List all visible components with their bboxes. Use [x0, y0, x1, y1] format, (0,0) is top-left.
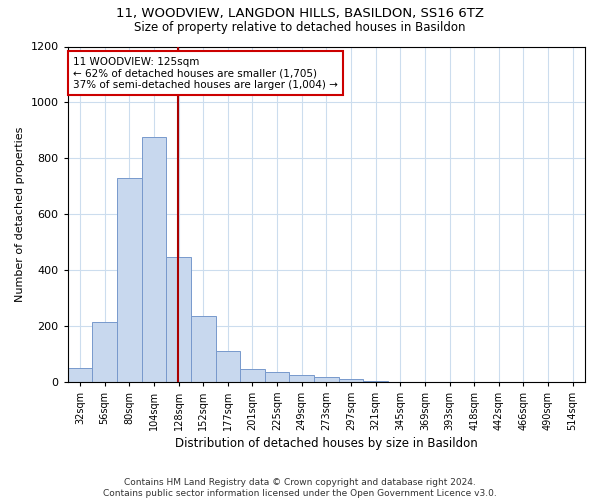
Bar: [265, 372, 289, 382]
Bar: [142, 137, 166, 382]
Bar: [92, 322, 117, 382]
Bar: [117, 178, 142, 382]
Text: Size of property relative to detached houses in Basildon: Size of property relative to detached ho…: [134, 21, 466, 34]
Bar: [240, 369, 265, 382]
Bar: [289, 374, 314, 382]
Bar: [191, 316, 215, 382]
X-axis label: Distribution of detached houses by size in Basildon: Distribution of detached houses by size …: [175, 437, 478, 450]
Bar: [68, 368, 92, 382]
Text: 11, WOODVIEW, LANGDON HILLS, BASILDON, SS16 6TZ: 11, WOODVIEW, LANGDON HILLS, BASILDON, S…: [116, 8, 484, 20]
Bar: [338, 378, 364, 382]
Bar: [215, 351, 240, 382]
Text: Contains HM Land Registry data © Crown copyright and database right 2024.
Contai: Contains HM Land Registry data © Crown c…: [103, 478, 497, 498]
Y-axis label: Number of detached properties: Number of detached properties: [15, 126, 25, 302]
Bar: [166, 258, 191, 382]
Bar: [314, 377, 338, 382]
Text: 11 WOODVIEW: 125sqm
← 62% of detached houses are smaller (1,705)
37% of semi-det: 11 WOODVIEW: 125sqm ← 62% of detached ho…: [73, 56, 338, 90]
